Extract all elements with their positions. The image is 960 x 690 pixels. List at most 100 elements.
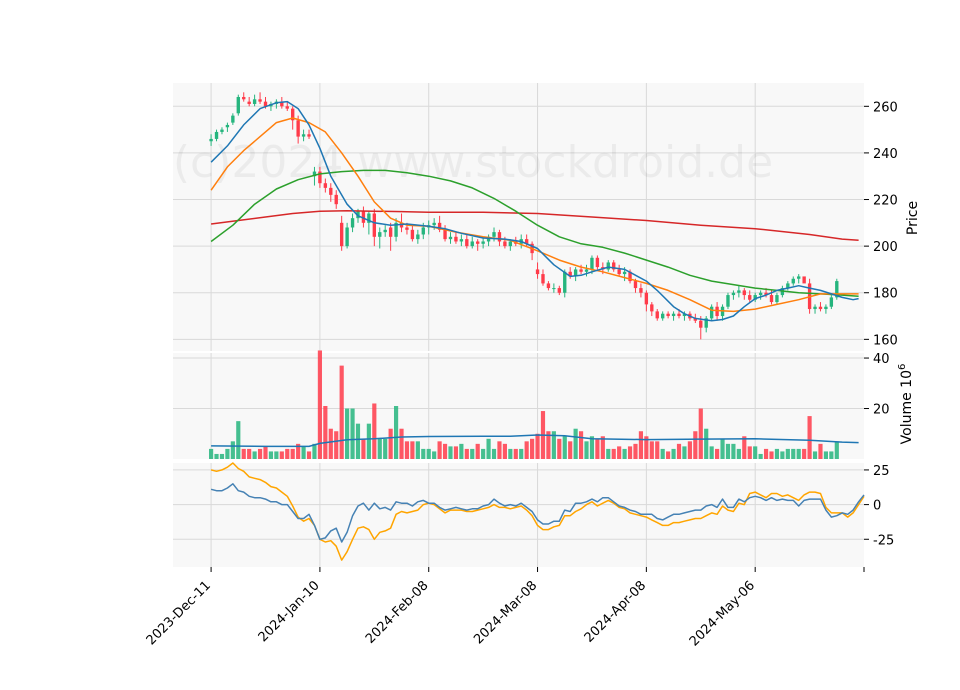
candle-body: [394, 222, 398, 237]
volume-bar: [660, 448, 665, 459]
candle-body: [753, 295, 757, 300]
volume-bar: [584, 441, 589, 459]
candle-body: [252, 99, 257, 104]
volume-bar: [290, 448, 295, 459]
candle-body: [247, 101, 251, 104]
candle-body: [802, 276, 806, 284]
volume-bar: [306, 451, 312, 459]
volume-bar: [834, 441, 839, 459]
volume-bar: [731, 443, 736, 459]
candle-body: [345, 227, 349, 247]
candle-body: [813, 306, 817, 310]
volume-bar: [247, 448, 252, 459]
volume-bar: [334, 431, 339, 459]
candle-body: [786, 283, 790, 289]
candle-body: [769, 295, 774, 303]
oscillator-main-line: [210, 483, 865, 543]
volume-bar: [649, 441, 654, 459]
candle-body: [503, 241, 507, 247]
volume-bar: [475, 443, 480, 459]
candle-body: [595, 257, 600, 268]
volume-bar: [812, 451, 818, 459]
x-tick-label: 2023-Dec-11: [144, 578, 214, 648]
candle-body: [622, 271, 627, 275]
volume-bar: [383, 438, 388, 459]
candle-body: [334, 194, 338, 205]
candle-body: [835, 281, 839, 298]
watermark: (c)2024 www.stockdroid.de: [173, 137, 773, 188]
volume-bar: [704, 428, 709, 459]
volume-bar: [301, 446, 306, 459]
volume-bar: [366, 423, 371, 459]
volume-bar: [698, 408, 703, 459]
candle-body: [339, 222, 344, 247]
candle-body: [541, 274, 545, 284]
volume-bar: [557, 438, 562, 459]
candle-body: [280, 101, 284, 107]
volume-bar: [747, 446, 752, 459]
volume-bar: [361, 438, 366, 459]
candle-body: [432, 222, 436, 226]
sma-200-line: [211, 209, 859, 242]
volume-bar: [470, 448, 475, 459]
candle-body: [465, 239, 469, 247]
volume-bar: [568, 441, 573, 459]
volume-bar: [252, 451, 257, 459]
volume-bar: [791, 448, 796, 459]
volume-bar: [562, 436, 567, 459]
candle-body: [263, 101, 268, 107]
candle-body: [666, 313, 670, 317]
volume-bar: [241, 448, 246, 459]
candle-body: [704, 318, 708, 328]
candle-body: [818, 306, 823, 310]
volume-axis-tick-label: 20: [873, 403, 890, 418]
volume-bar: [437, 441, 442, 459]
volume-bar: [780, 451, 785, 459]
volume-bar: [671, 448, 676, 459]
candle-body: [552, 288, 556, 290]
candle-body: [291, 108, 295, 121]
candle-body: [546, 283, 551, 289]
volume-bar: [257, 448, 263, 459]
candle-body: [443, 229, 447, 240]
volume-bar: [421, 448, 426, 459]
volume-bar: [328, 428, 333, 459]
volume-bar: [415, 441, 420, 459]
candle-body: [214, 131, 219, 139]
candle-body: [301, 134, 306, 137]
volume-bar: [622, 448, 627, 459]
volume-bar: [491, 448, 497, 459]
volume-bar: [285, 448, 290, 459]
candle-body: [715, 306, 719, 317]
price-axis-tick-label: 160: [873, 333, 898, 348]
candle-body: [285, 106, 289, 109]
volume-bar: [448, 446, 453, 459]
volume-bar: [350, 408, 355, 459]
volume-bar: [236, 421, 241, 459]
volume-bar: [459, 443, 464, 459]
volume-bar: [573, 428, 578, 459]
candle-body: [470, 241, 474, 247]
x-tick-label: 2024-Feb-08: [363, 578, 432, 647]
volume-bar: [508, 448, 513, 459]
volume-bar: [296, 443, 301, 459]
volume-bar: [763, 448, 769, 459]
candle-body: [416, 234, 420, 240]
volume-bar: [589, 436, 595, 459]
oscillator-layer: [210, 462, 865, 561]
volume-bar: [829, 451, 834, 459]
candle-body: [508, 241, 513, 247]
volume-bar: [666, 451, 671, 459]
volume-average-line: [211, 434, 859, 448]
volume-bar: [274, 451, 279, 459]
price-axis-tick-label: 220: [873, 194, 898, 209]
candle-body: [350, 218, 355, 228]
volume-bar: [432, 451, 437, 459]
volume-bar: [225, 448, 230, 459]
volume-bar: [464, 448, 469, 459]
candle-body: [399, 222, 404, 228]
volume-bar: [453, 446, 459, 459]
volume-bar: [709, 446, 714, 459]
volume-bar: [519, 448, 524, 459]
